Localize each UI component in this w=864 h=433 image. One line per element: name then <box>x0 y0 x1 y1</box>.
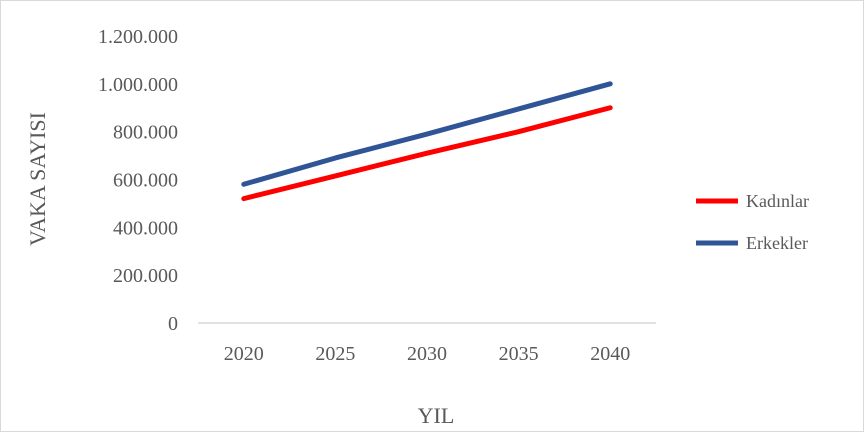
series-line-2 <box>241 81 613 187</box>
y-tick-label: 1.200.000 <box>98 26 178 48</box>
x-tick-label: 2035 <box>499 343 539 365</box>
y-axis-title: VAKA SAYISI <box>25 112 50 246</box>
x-tick-labels: 2020 2025 2030 2035 2040 <box>224 343 630 365</box>
x-tick-label: 2025 <box>315 343 355 365</box>
series-lines <box>241 81 613 202</box>
x-tick-label: 2040 <box>590 343 630 365</box>
y-tick-label: 0 <box>168 313 178 335</box>
x-axis-title: YIL <box>418 403 455 428</box>
legend-label: Erkekler <box>746 233 808 253</box>
series-line-1 <box>241 105 613 202</box>
y-tick-label: 400.000 <box>113 217 178 239</box>
x-tick-label: 2030 <box>407 343 447 365</box>
y-tick-labels: 0 200.000 400.000 600.000 800.000 1.000.000 1.… <box>98 26 178 335</box>
y-tick-label: 1.000.000 <box>98 74 178 96</box>
x-tick-label: 2020 <box>224 343 264 365</box>
y-tick-label: 800.000 <box>113 122 178 144</box>
y-tick-label: 600.000 <box>113 170 178 192</box>
legend: Kadınlar Erkekler <box>696 191 809 253</box>
legend-label: Kadınlar <box>746 191 809 211</box>
y-tick-label: 200.000 <box>113 265 178 287</box>
